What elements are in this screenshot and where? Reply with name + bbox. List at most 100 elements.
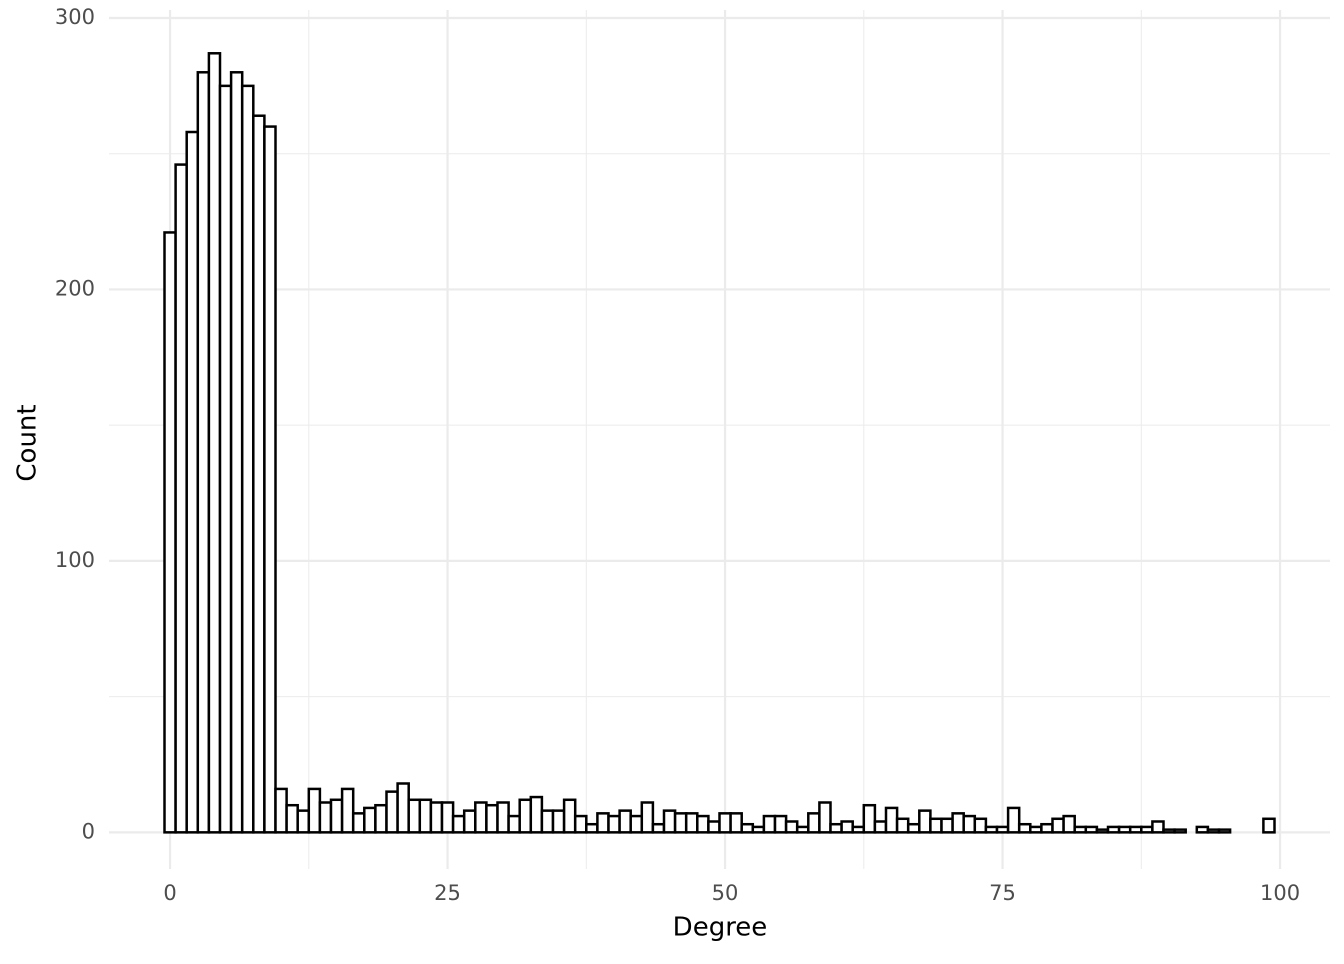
bar — [1040, 822, 1054, 834]
bar — [562, 798, 577, 834]
bar — [374, 803, 388, 834]
bar — [1173, 828, 1187, 834]
bar — [651, 822, 666, 834]
bar — [818, 801, 832, 834]
bar — [229, 71, 244, 834]
bar — [185, 130, 200, 834]
bar — [940, 817, 954, 834]
bar — [240, 84, 255, 834]
bar — [640, 801, 655, 834]
bar — [485, 803, 499, 834]
bar — [918, 809, 932, 834]
bar — [596, 812, 610, 834]
bar — [474, 801, 488, 834]
bar — [884, 806, 899, 834]
bar — [318, 801, 333, 834]
bar — [385, 790, 399, 834]
bar — [1062, 814, 1076, 834]
bar — [718, 812, 732, 834]
bar — [873, 820, 888, 834]
bar — [1051, 817, 1065, 834]
bar — [973, 817, 988, 834]
bar — [906, 822, 921, 834]
y-tick-label: 0 — [82, 819, 95, 843]
bar — [1140, 825, 1154, 834]
bar — [429, 801, 444, 834]
x-tick-label: 0 — [163, 881, 176, 905]
bar — [618, 809, 632, 834]
bar — [729, 812, 743, 834]
bar — [207, 52, 222, 834]
bar — [363, 806, 377, 834]
bar — [1206, 828, 1221, 834]
bar — [807, 812, 821, 834]
bar — [984, 825, 999, 834]
bar — [340, 787, 355, 834]
bar — [496, 801, 510, 834]
bar — [673, 812, 688, 834]
bar — [684, 812, 699, 834]
bar — [396, 782, 410, 834]
bar — [1017, 822, 1032, 834]
bar — [829, 822, 843, 834]
y-tick-label: 100 — [55, 548, 95, 572]
x-axis-title: Degree — [673, 913, 768, 943]
bar — [462, 809, 477, 834]
bar — [862, 803, 877, 834]
bar — [263, 125, 277, 834]
bar — [762, 814, 777, 834]
bar — [285, 803, 299, 834]
y-tick-label: 300 — [55, 5, 95, 29]
bar — [784, 820, 799, 834]
x-tick-label: 25 — [434, 881, 461, 905]
bar — [540, 809, 555, 834]
bar — [629, 814, 644, 834]
bar — [329, 798, 344, 834]
bar — [407, 798, 422, 834]
bar — [1162, 828, 1176, 834]
bar — [174, 163, 188, 834]
bar — [1084, 825, 1099, 834]
bar — [929, 817, 943, 834]
bar — [1217, 828, 1232, 834]
bar — [440, 801, 455, 834]
bar — [1117, 825, 1132, 834]
bar — [551, 809, 566, 834]
bar — [252, 114, 266, 834]
y-tick-label: 200 — [55, 276, 95, 300]
bar — [296, 809, 311, 834]
bar — [962, 814, 977, 834]
bar — [1006, 806, 1021, 834]
x-tick-label: 75 — [989, 881, 1016, 905]
bar — [740, 822, 755, 834]
bar — [585, 822, 599, 834]
bar — [274, 787, 288, 834]
bar — [795, 825, 810, 834]
bar — [518, 798, 533, 834]
bar — [218, 84, 233, 834]
bar — [1095, 828, 1110, 834]
bar — [662, 809, 677, 834]
bar — [1029, 825, 1043, 834]
bar — [1195, 825, 1210, 834]
bar — [840, 820, 854, 834]
bar — [196, 71, 211, 834]
y-axis-title: Count — [13, 404, 43, 481]
bar — [696, 814, 710, 834]
bar — [895, 817, 910, 834]
bar — [163, 231, 177, 834]
bar — [451, 814, 466, 834]
bar — [607, 814, 621, 834]
bar — [307, 787, 322, 834]
bar — [751, 825, 766, 834]
x-tick-label: 100 — [1260, 881, 1300, 905]
bar — [1128, 825, 1143, 834]
bar — [707, 820, 721, 834]
bar — [1151, 820, 1165, 834]
bar — [418, 798, 433, 834]
bar — [351, 812, 366, 834]
bar — [1073, 825, 1088, 834]
bar — [851, 825, 866, 834]
